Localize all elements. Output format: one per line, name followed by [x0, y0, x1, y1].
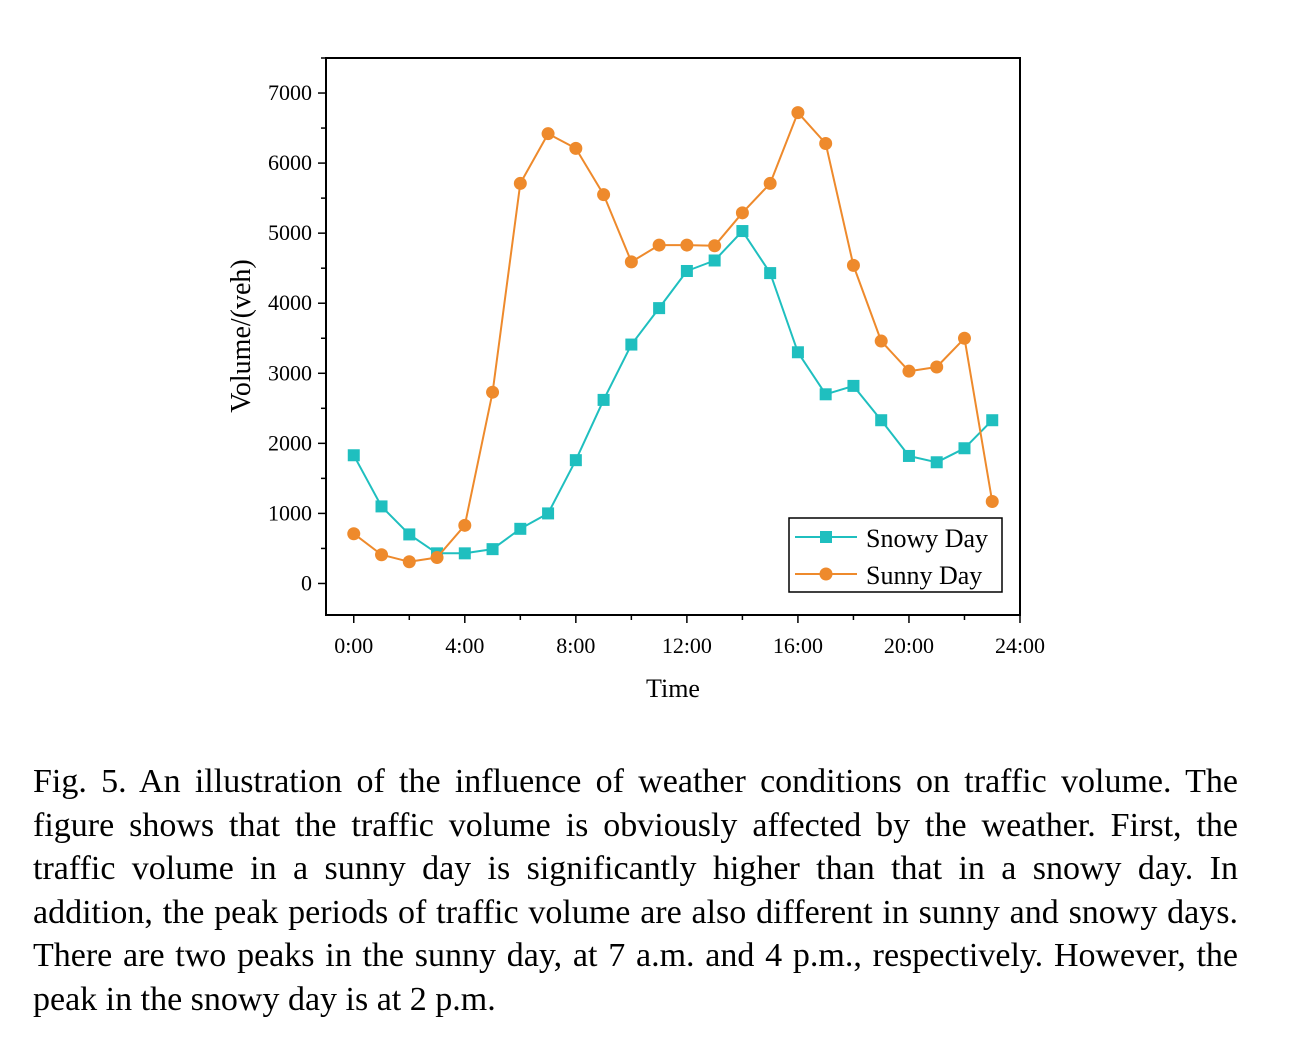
data-point-sunny-day	[985, 494, 999, 508]
data-point-sunny-day	[430, 551, 444, 565]
data-point-snowy-day	[347, 449, 360, 462]
x-tick-label: 20:00	[884, 633, 934, 658]
x-axis: 0:00 4:00 8:00 12:00 16:00 20:00 24:00	[334, 615, 1045, 658]
x-tick-label: 24:00	[995, 633, 1045, 658]
data-point-sunny-day	[957, 331, 971, 345]
plot-frame	[325, 57, 1021, 616]
series-layer	[347, 106, 999, 569]
data-point-sunny-day	[819, 136, 833, 150]
data-point-sunny-day	[652, 238, 666, 252]
data-point-sunny-day	[791, 106, 805, 120]
data-point-snowy-day	[791, 346, 804, 359]
data-point-snowy-day	[958, 442, 971, 455]
data-point-snowy-day	[403, 528, 416, 541]
series-line-snowy-day	[352, 230, 993, 555]
y-tick-label: 1000	[268, 500, 312, 525]
x-tick-label: 4:00	[445, 633, 484, 658]
data-point-snowy-day	[736, 225, 749, 238]
data-point-sunny-day	[680, 238, 694, 252]
series-snowy-day	[347, 225, 999, 560]
data-point-snowy-day	[708, 254, 721, 267]
legend-label-sunny-day: Sunny Day	[866, 561, 982, 590]
x-axis-label: Time	[646, 674, 700, 703]
data-point-snowy-day	[764, 267, 777, 280]
data-point-snowy-day	[653, 302, 666, 315]
data-point-snowy-day	[875, 414, 888, 427]
data-point-sunny-day	[597, 188, 611, 202]
y-tick-label: 6000	[268, 150, 312, 175]
data-point-sunny-day	[902, 364, 916, 378]
data-point-sunny-day	[569, 141, 583, 155]
data-point-snowy-day	[542, 507, 555, 520]
x-tick-label: 12:00	[662, 633, 712, 658]
y-tick-label: 5000	[268, 220, 312, 245]
data-point-sunny-day	[930, 360, 944, 374]
y-tick-label: 7000	[268, 80, 312, 105]
data-point-sunny-day	[735, 206, 749, 220]
data-point-snowy-day	[986, 414, 999, 427]
data-point-sunny-day	[513, 176, 527, 190]
x-tick-label: 0:00	[334, 633, 373, 658]
data-point-sunny-day	[347, 527, 361, 541]
legend-marker-snowy-day	[820, 531, 832, 543]
traffic-volume-chart: 0 1000 2000 3000 4000 5000 6000 7000 0:00 4:00 8:…	[226, 57, 1045, 703]
data-point-sunny-day	[402, 555, 416, 569]
legend-marker-sunny-day	[819, 567, 833, 581]
data-point-snowy-day	[569, 454, 582, 467]
data-point-sunny-day	[541, 127, 555, 141]
data-point-snowy-day	[514, 522, 527, 535]
y-tick-label: 3000	[268, 360, 312, 385]
data-point-snowy-day	[847, 379, 860, 392]
series-sunny-day	[347, 106, 999, 569]
y-tick-label: 2000	[268, 430, 312, 455]
data-point-sunny-day	[458, 518, 472, 532]
y-axis-label: Volume/(veh)	[226, 259, 257, 412]
legend-label-snowy-day: Snowy Day	[866, 524, 988, 553]
data-point-snowy-day	[625, 338, 638, 351]
data-point-sunny-day	[763, 176, 777, 190]
data-point-snowy-day	[902, 449, 915, 462]
data-point-snowy-day	[930, 456, 943, 469]
data-point-sunny-day	[624, 255, 638, 269]
y-tick-label: 4000	[268, 290, 312, 315]
data-point-snowy-day	[458, 547, 471, 560]
data-point-sunny-day	[708, 239, 722, 253]
series-line-sunny-day	[353, 111, 994, 563]
data-point-sunny-day	[874, 334, 888, 348]
figure-caption: Fig. 5. An illustration of the influence…	[33, 763, 1238, 1018]
x-tick-label: 16:00	[773, 633, 823, 658]
data-point-snowy-day	[597, 393, 610, 406]
x-tick-label: 8:00	[556, 633, 595, 658]
data-point-snowy-day	[486, 543, 499, 556]
y-axis: 0 1000 2000 3000 4000 5000 6000 7000	[268, 57, 326, 595]
data-point-sunny-day	[375, 548, 389, 562]
legend: Snowy Day Sunny Day	[788, 517, 1003, 593]
data-point-snowy-day	[819, 388, 832, 401]
data-point-sunny-day	[846, 258, 860, 272]
data-point-snowy-day	[680, 264, 693, 277]
y-tick-label: 0	[301, 570, 312, 595]
data-point-snowy-day	[375, 500, 388, 513]
data-point-sunny-day	[486, 385, 500, 399]
